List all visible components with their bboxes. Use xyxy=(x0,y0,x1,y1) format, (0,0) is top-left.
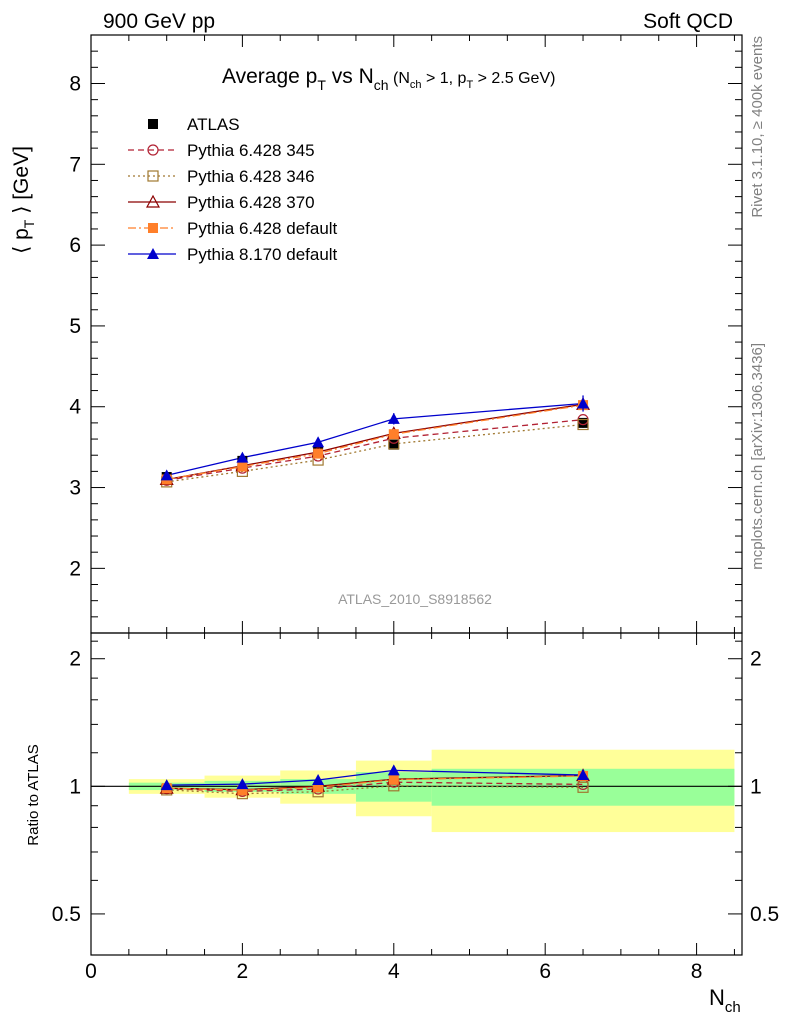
x-tick-label: 4 xyxy=(388,960,400,983)
y-tick-label: 7 xyxy=(69,153,81,176)
legend-marker-pythia-6-428-default xyxy=(148,223,158,233)
title-cond-sub-a: ch xyxy=(410,79,422,91)
header-right: Soft QCD xyxy=(643,10,733,33)
ratio-y-axis-label: Ratio to ATLAS xyxy=(25,744,42,845)
legend-marker-pythia-6-428-345 xyxy=(147,144,159,156)
ratio-y-tick-label-right: 1 xyxy=(750,775,762,798)
y-tick-label: 4 xyxy=(69,396,81,419)
x-axis-label-main: N xyxy=(709,985,725,1010)
x-tick-label: 0 xyxy=(85,960,97,983)
ratio-marker-pythia-8-170-default xyxy=(160,779,173,791)
ratio-y-tick-label-right: 0.5 xyxy=(750,903,779,926)
title-sub-b: ch xyxy=(374,77,389,93)
ratio-marker-pythia-8-170-default xyxy=(312,774,325,786)
y-axis-label: ⟨ pT ⟩ [GeV] xyxy=(10,146,37,254)
title-cond-c: > 2.5 GeV) xyxy=(473,70,555,87)
legend-label-pythia-8-170-default: Pythia 8.170 default xyxy=(187,245,338,264)
marker-atlas xyxy=(578,417,589,428)
ratio-y-tick-label: 0.5 xyxy=(52,903,81,926)
x-axis-label: Nch xyxy=(709,985,741,1016)
x-tick-label: 6 xyxy=(539,960,551,983)
legend-label-pythia-6-428-346: Pythia 6.428 346 xyxy=(187,167,315,186)
analysis-watermark: ATLAS_2010_S8918562 xyxy=(338,591,492,607)
ratio-marker-pythia-8-170-default xyxy=(387,764,400,776)
y-axis-label-b: ⟩ [GeV] xyxy=(10,146,33,220)
title-cond-a: (N xyxy=(389,70,410,87)
ratio-marker-pythia-6-428-default xyxy=(237,785,248,796)
legend-marker-atlas xyxy=(148,119,158,129)
marker-pythia-8-170-default xyxy=(577,397,590,409)
legend-label-pythia-6-428-default: Pythia 6.428 default xyxy=(187,219,338,238)
legend-marker-pythia-6-428-346 xyxy=(147,170,159,182)
ratio-panel-frame xyxy=(90,632,743,956)
side-label-top: Rivet 3.1.10, ≥ 400k events xyxy=(749,36,766,218)
ratio-marker-pythia-8-170-default xyxy=(236,778,249,790)
marker-pythia-8-170-default xyxy=(387,412,400,424)
main-series-lines xyxy=(166,402,584,483)
x-tick-label: 2 xyxy=(237,960,249,983)
series-line-pythia-6-428-346 xyxy=(166,423,584,483)
marker-pythia-8-170-default xyxy=(236,451,249,463)
title-sub-a: T xyxy=(317,77,326,93)
y-tick-label: 3 xyxy=(69,477,81,500)
marker-pythia-6-428-default xyxy=(237,461,248,472)
title-cond-sub-b: T xyxy=(466,79,473,91)
ratio-marker-pythia-6-428-346 xyxy=(577,781,589,793)
legend-marker-pythia-8-170-default xyxy=(147,248,159,259)
chart-title: Average pT vs Nch (Nch > 1, pT > 2.5 GeV… xyxy=(222,65,555,93)
marker-pythia-6-428-default xyxy=(388,429,399,440)
ratio-y-tick-label-right: 2 xyxy=(750,648,762,671)
title-main-a: Average p xyxy=(222,65,317,88)
main-series-markers xyxy=(159,395,591,488)
legend-label-atlas: ATLAS xyxy=(187,115,240,134)
marker-atlas xyxy=(388,439,399,450)
series-line-pythia-6-428-345 xyxy=(166,419,584,481)
legend: ATLAS Pythia 6.428 345 Pythia 6.428 346 Pyt… xyxy=(128,115,338,264)
y-axis-label-a: ⟨ p xyxy=(10,228,33,254)
marker-pythia-6-428-default xyxy=(313,448,324,459)
title-cond-b: > 1, p xyxy=(422,70,467,87)
side-label-bottom: mcplots.cern.ch [arXiv:1306.3436] xyxy=(749,343,766,570)
marker-pythia-8-170-default xyxy=(160,469,173,481)
axes xyxy=(90,34,743,956)
y-tick-label: 8 xyxy=(69,72,81,95)
x-tick-label: 8 xyxy=(691,960,703,983)
legend-label-pythia-6-428-370: Pythia 6.428 370 xyxy=(187,193,315,212)
y-tick-label: 6 xyxy=(69,234,81,257)
ratio-marker-pythia-6-428-default xyxy=(388,774,399,785)
ratio-y-tick-label: 2 xyxy=(69,648,81,671)
ratio-y-tick-label: 1 xyxy=(69,775,81,798)
y-tick-label: 2 xyxy=(69,557,81,580)
marker-pythia-8-170-default xyxy=(312,436,325,448)
y-tick-label: 5 xyxy=(69,315,81,338)
tick-labels: 0 2 4 6 8 2 3 4 5 6 7 8 0.5 0.5 1 1 2 2 xyxy=(52,72,779,983)
marker-pythia-6-428-346 xyxy=(577,418,589,431)
x-axis-label-sub: ch xyxy=(725,999,741,1016)
series-line-pythia-6-428-default xyxy=(166,404,584,481)
legend-marker-pythia-6-428-370 xyxy=(145,194,161,208)
ratio-marker-pythia-6-428-default xyxy=(313,782,324,793)
ratio-marker-pythia-8-170-default xyxy=(577,769,590,781)
header-left: 900 GeV pp xyxy=(103,10,215,33)
ratio-series-markers xyxy=(159,764,591,800)
series-line-pythia-6-428-370 xyxy=(166,403,584,481)
title-main-b: vs N xyxy=(326,65,374,88)
legend-label-pythia-6-428-345: Pythia 6.428 345 xyxy=(187,141,315,160)
y-axis-label-sub: T xyxy=(21,219,37,228)
